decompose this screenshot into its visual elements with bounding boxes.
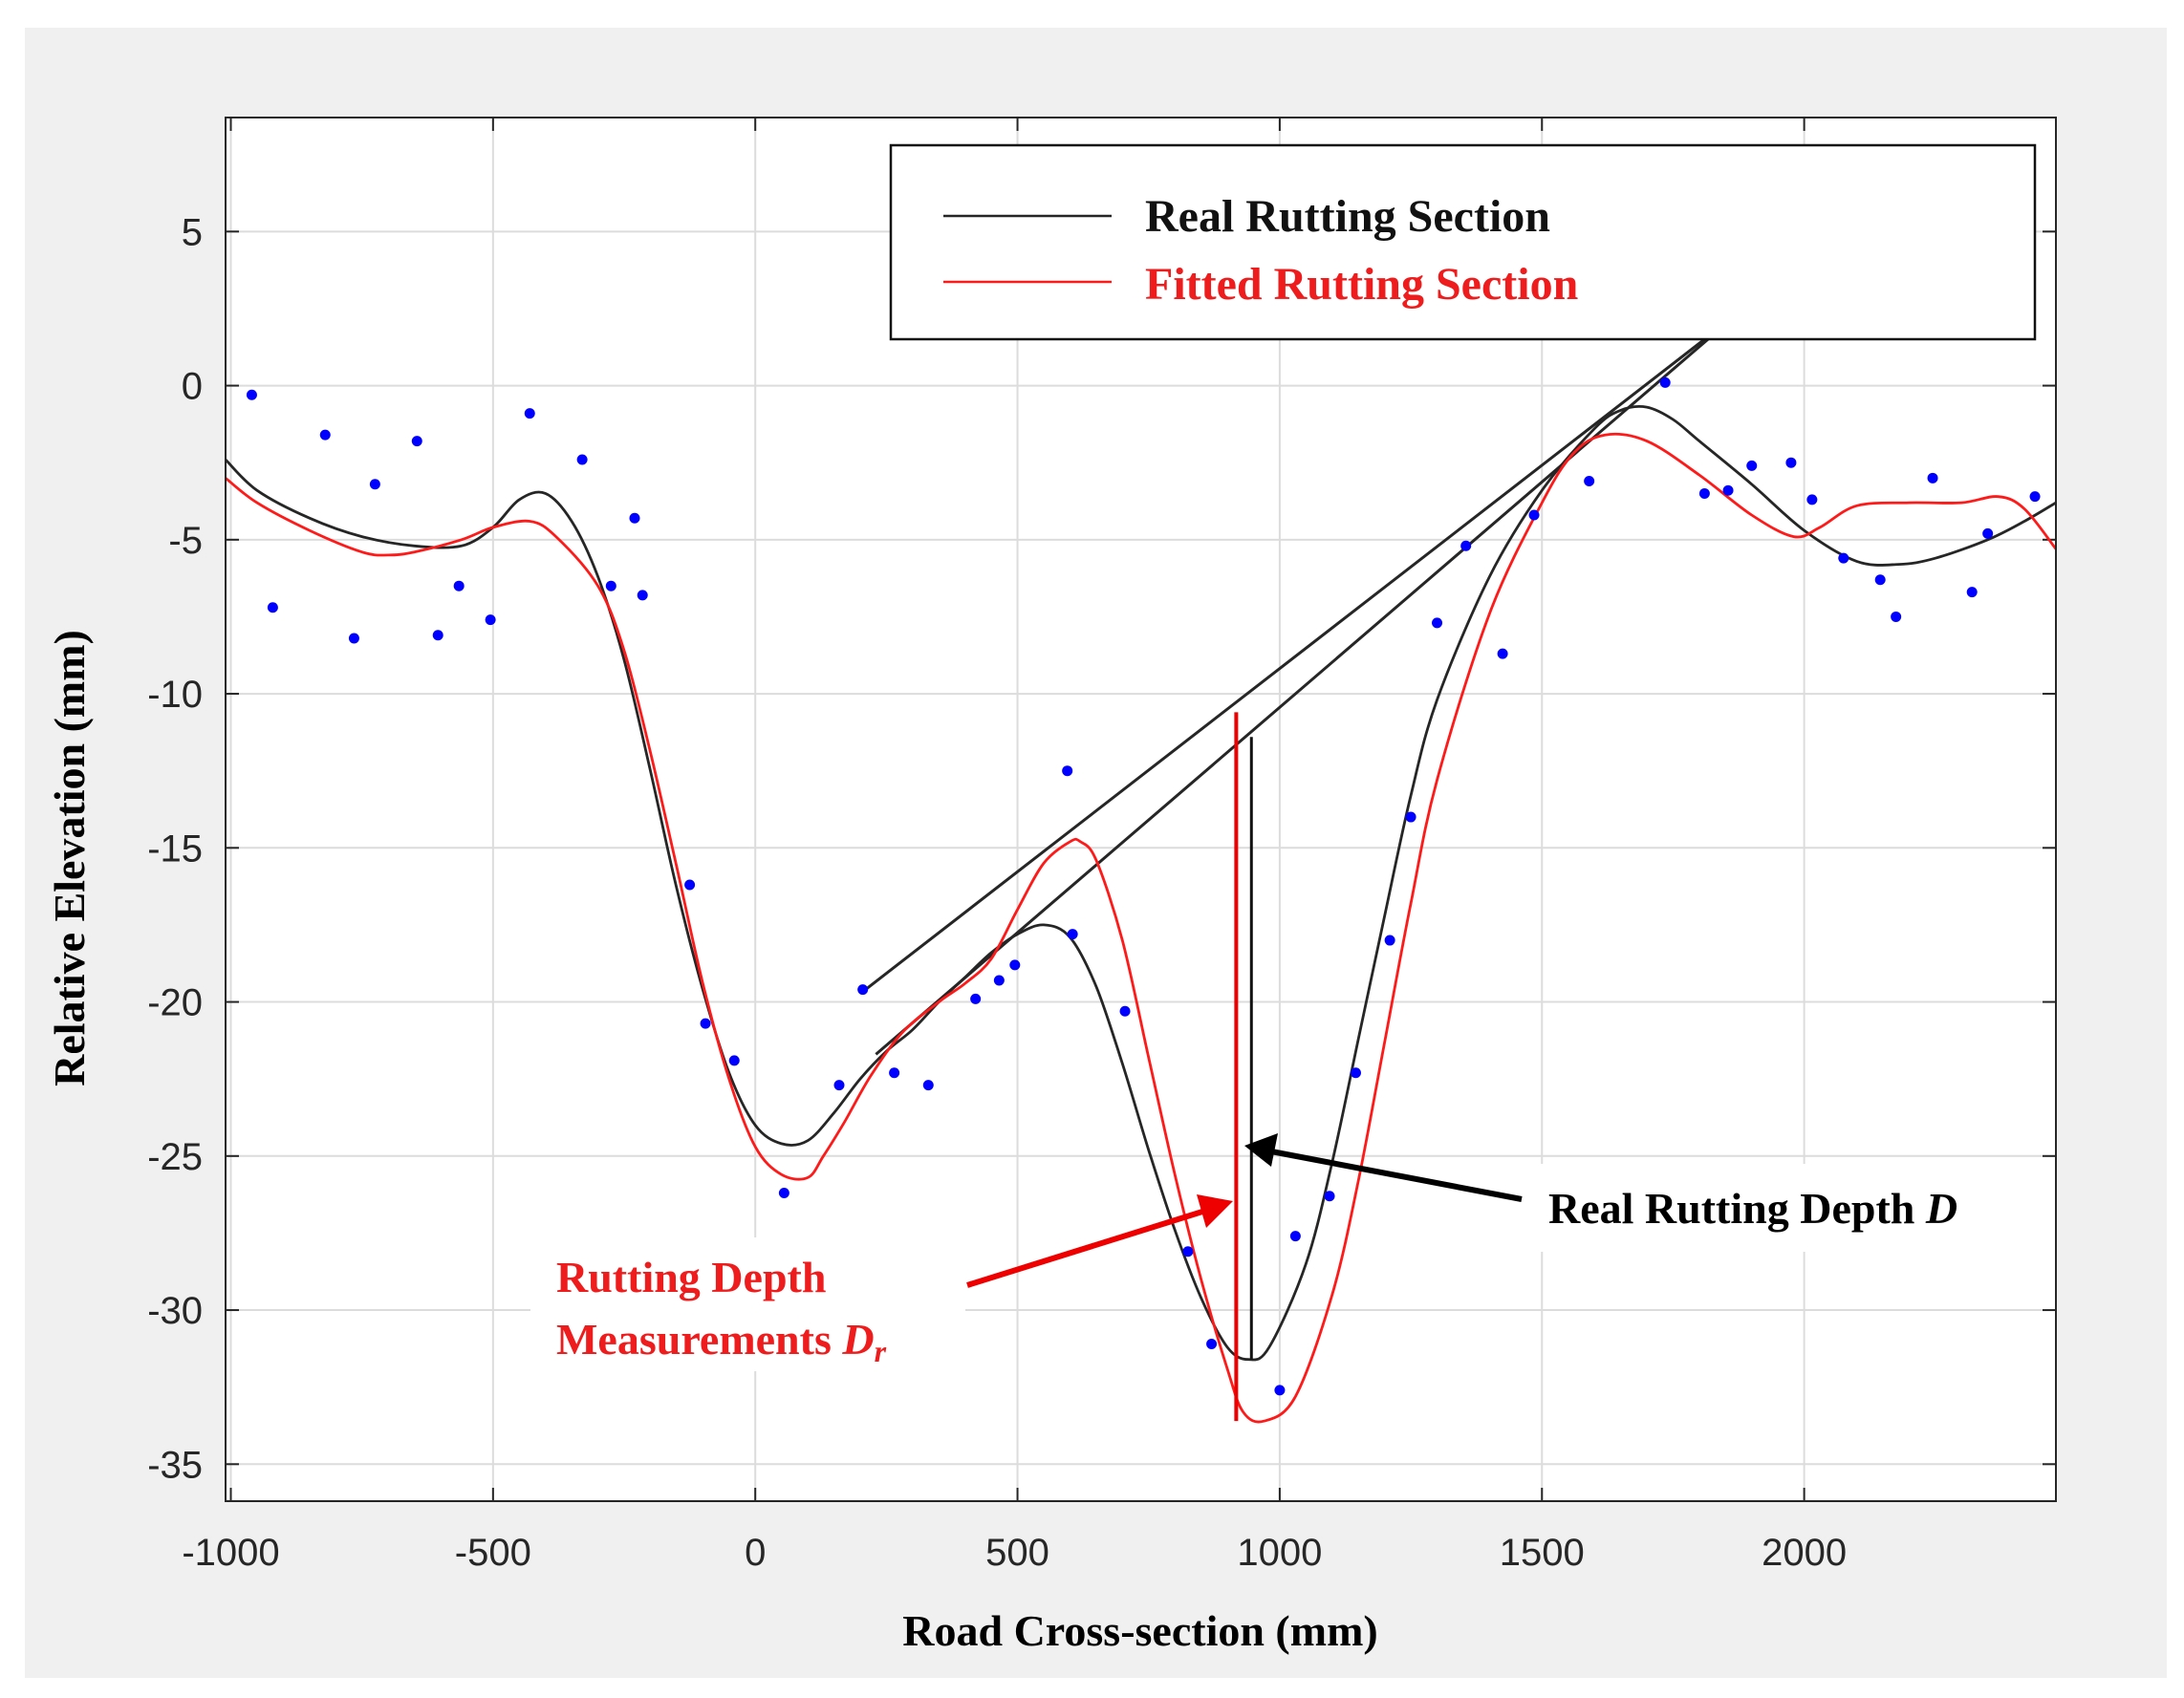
- data-point-13: [637, 590, 648, 601]
- y-tick-label-3: -10: [147, 674, 203, 716]
- y-tick-label-0: 5: [182, 211, 203, 253]
- data-point-12: [629, 512, 640, 524]
- data-point-39: [1528, 509, 1540, 521]
- data-point-26: [1067, 929, 1078, 940]
- data-point-7: [453, 580, 465, 591]
- data-point-0: [246, 389, 257, 400]
- data-point-51: [1966, 587, 1978, 598]
- real-rutting-section-line: [226, 405, 2056, 1362]
- x-tick-label-2: 0: [745, 1532, 766, 1574]
- y-axis-ticks: 5 0 -5 -10 -15 -20 -25 -30 -35: [147, 211, 2056, 1486]
- y-tick-label-8: -35: [147, 1444, 203, 1486]
- plot-border: [225, 117, 2057, 1502]
- data-point-38: [1497, 648, 1508, 659]
- data-point-21: [922, 1080, 934, 1091]
- x-tick-label-3: 500: [985, 1532, 1049, 1574]
- data-point-8: [485, 614, 496, 626]
- data-point-47: [1838, 552, 1849, 564]
- legend-box: [889, 143, 2037, 341]
- arrow-real-depth-head: [1244, 1133, 1278, 1167]
- data-point-14: [684, 879, 696, 891]
- data-point-46: [1806, 494, 1818, 505]
- annotation-fitted-depth-line1: Rutting Depth: [556, 1253, 826, 1301]
- arrow-real-depth-shaft: [1270, 1149, 1523, 1202]
- data-point-17: [778, 1188, 789, 1199]
- series-lines: [226, 326, 2056, 1424]
- data-point-29: [1206, 1339, 1218, 1350]
- data-point-31: [1289, 1231, 1301, 1242]
- data-point-33: [1350, 1067, 1361, 1079]
- data-point-27: [1119, 1005, 1131, 1017]
- x-tick-label-4: 1000: [1237, 1532, 1322, 1574]
- y-tick-label-6: -25: [147, 1136, 203, 1178]
- x-tick-label-6: 2000: [1762, 1532, 1847, 1574]
- data-point-52: [1982, 527, 1994, 539]
- data-point-2: [319, 429, 331, 441]
- y-axis-title: Relative Elevation (mm): [45, 630, 94, 1086]
- data-point-22: [970, 993, 982, 1004]
- x-tick-label-1: -500: [455, 1532, 531, 1574]
- y-tick-label-7: -30: [147, 1290, 203, 1332]
- tangent-line-0: [864, 326, 1721, 991]
- x-axis-ticks: -1000 -500 0 500 1000 1500 2000: [182, 118, 1847, 1574]
- data-point-9: [524, 408, 535, 419]
- data-point-40: [1584, 476, 1595, 487]
- legend-label-fitted: Fitted Rutting Section: [1145, 259, 1578, 310]
- legend-label-real: Real Rutting Section: [1145, 191, 1550, 242]
- data-point-37: [1460, 540, 1472, 551]
- data-point-20: [889, 1067, 900, 1079]
- data-point-18: [833, 1080, 845, 1091]
- data-point-41: [1659, 376, 1671, 388]
- data-point-23: [993, 975, 1005, 986]
- data-point-11: [605, 580, 616, 591]
- y-tick-label-5: -20: [147, 982, 203, 1024]
- annotation-fitted-depth: Rutting Depth Measurements Dr: [530, 1194, 1233, 1371]
- y-tick-label-1: 0: [182, 366, 203, 408]
- data-point-44: [1746, 460, 1758, 471]
- data-point-50: [1927, 472, 1938, 484]
- y-tick-label-2: -5: [168, 520, 203, 562]
- annotation-fitted-depth-bg: [530, 1237, 965, 1371]
- data-point-42: [1698, 487, 1710, 499]
- annotation-real-depth: Real Rutting Depth D: [1244, 1133, 2041, 1252]
- data-point-25: [1062, 765, 1073, 777]
- data-point-45: [1785, 457, 1797, 468]
- data-point-19: [857, 984, 869, 996]
- fitted-rutting-section-line: [226, 432, 2056, 1424]
- data-point-49: [1891, 611, 1902, 622]
- x-tick-label-0: -1000: [182, 1532, 279, 1574]
- data-point-53: [2029, 491, 2041, 503]
- data-point-15: [700, 1018, 711, 1029]
- data-point-3: [348, 633, 359, 644]
- data-point-1: [267, 602, 278, 613]
- annotation-real-depth-label: Real Rutting Depth D: [1548, 1184, 1957, 1233]
- data-point-32: [1324, 1191, 1335, 1202]
- data-point-10: [576, 454, 588, 465]
- data-point-28: [1182, 1246, 1194, 1257]
- data-point-34: [1384, 935, 1395, 946]
- arrow-fitted-depth-head: [1197, 1194, 1233, 1228]
- arrow-fitted-depth-shaft: [966, 1209, 1203, 1288]
- data-point-48: [1874, 574, 1886, 586]
- data-point-5: [411, 436, 422, 447]
- measured-points: [246, 376, 2041, 1396]
- x-axis-title: Road Cross-section (mm): [902, 1606, 1377, 1655]
- data-point-24: [1009, 959, 1021, 971]
- data-point-6: [432, 630, 443, 641]
- x-tick-label-5: 1500: [1500, 1532, 1585, 1574]
- data-point-16: [728, 1055, 740, 1066]
- data-point-36: [1432, 617, 1443, 629]
- legend: Real Rutting Section Fitted Rutting Sect…: [889, 143, 2037, 341]
- annotation-real-depth-bg: [1534, 1164, 2041, 1252]
- data-point-35: [1405, 811, 1416, 823]
- data-point-43: [1722, 484, 1734, 496]
- data-point-30: [1274, 1385, 1286, 1396]
- data-point-4: [369, 479, 380, 490]
- annotation-fitted-depth-line2: Measurements Dr: [556, 1315, 887, 1368]
- y-tick-label-4: -15: [147, 828, 203, 870]
